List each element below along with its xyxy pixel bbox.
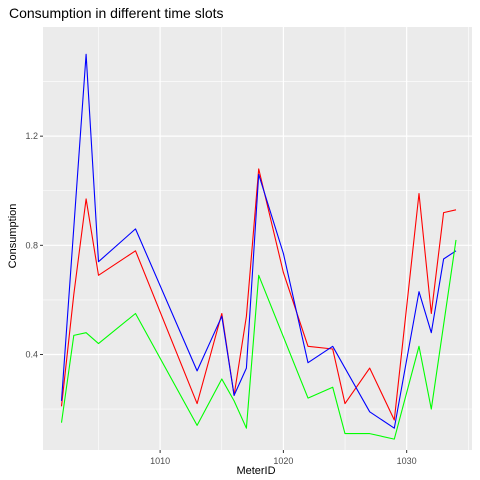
y-tick-label: 0.8 xyxy=(25,240,38,250)
y-tick-label: 1.2 xyxy=(25,131,38,141)
y-axis-title: Consumption xyxy=(7,204,19,269)
x-tick-label: 1010 xyxy=(150,456,170,466)
series-line-2 xyxy=(60,53,457,429)
plot-panel xyxy=(43,27,472,450)
x-tick-label: 1030 xyxy=(397,456,417,466)
x-axis-title: MeterID xyxy=(236,465,275,477)
x-tick-label: 1020 xyxy=(273,456,293,466)
chart-title: Consumption in different time slots xyxy=(9,5,224,21)
panel-background xyxy=(43,27,472,450)
series-line-3 xyxy=(60,239,457,440)
series-line-1 xyxy=(60,168,457,421)
y-tick-label: 0.4 xyxy=(25,349,38,359)
